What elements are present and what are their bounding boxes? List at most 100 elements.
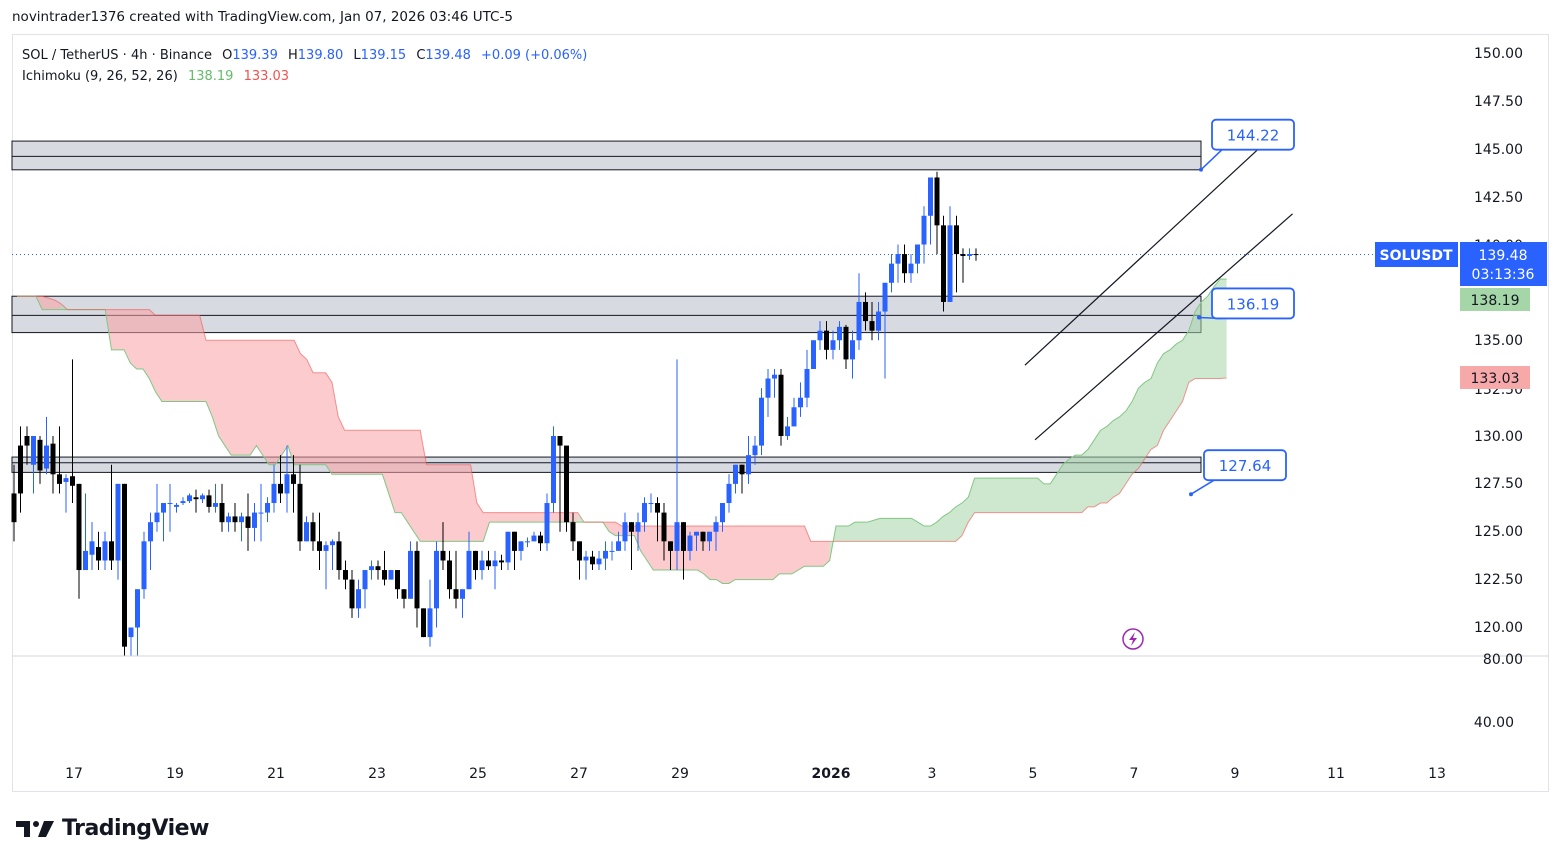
candle-body [707, 531, 712, 542]
candle-body [226, 516, 231, 523]
x-tick-label: 29 [671, 766, 689, 782]
candle-body [746, 455, 751, 475]
legend-high-value: 139.80 [297, 48, 344, 63]
candle-body [895, 254, 901, 264]
candle-body [369, 566, 374, 571]
candle-body [336, 541, 342, 571]
candle-body [596, 558, 602, 565]
candle-body [304, 522, 309, 542]
candle-body [863, 301, 868, 322]
candle-body [733, 464, 738, 484]
candle-body [135, 589, 140, 628]
candle-body [674, 522, 680, 551]
candle-body [765, 378, 771, 398]
callout-label-2: 127.64 [1219, 457, 1272, 475]
candle-body [648, 503, 654, 505]
candle-body [817, 330, 823, 341]
chart-caption: novintrader1376 created with TradingView… [12, 9, 513, 25]
legend-indicator-span-b: 133.03 [243, 69, 290, 84]
candle-body [661, 512, 667, 542]
tradingview-logo[interactable]: TradingView [16, 816, 209, 841]
x-tick-label: 23 [368, 766, 386, 782]
legend-symbol[interactable]: SOL / TetherUS · 4h · Binance [22, 48, 212, 63]
chart-frame [12, 34, 1549, 792]
candle-body [577, 541, 582, 561]
span-b-tag-bg [1460, 366, 1530, 389]
candle-body [512, 531, 517, 551]
callout-leader-0 [1200, 149, 1223, 171]
resistance-zone-1 [11, 295, 1202, 334]
callout-leader-2 [1190, 479, 1215, 495]
bear-cloud-segment-1 [35, 296, 62, 310]
candle-body [570, 522, 576, 542]
legend-indicator-name[interactable]: Ichimoku (9, 26, 52, 26) [22, 69, 178, 84]
candle-body [206, 495, 212, 507]
callout-box-1 [1211, 287, 1295, 320]
candle-body [850, 340, 855, 360]
candle-body [70, 476, 75, 486]
callout-anchor-2 [1189, 492, 1193, 497]
candle-body [466, 550, 472, 590]
candle-body [102, 541, 108, 561]
candle-body [252, 512, 257, 528]
bull-cloud-segment-2 [61, 303, 106, 310]
last-price-tag-bg [1460, 242, 1547, 286]
candle-body [947, 225, 953, 302]
candle-body [258, 512, 264, 514]
candle-body [778, 374, 784, 436]
y-tick-label: 125.00 [1474, 524, 1523, 540]
span-a-tag-label: 138.19 [1471, 293, 1520, 309]
channel-upper-line [1024, 142, 1266, 366]
x-tick-label: 9 [1231, 766, 1240, 782]
candle-body [291, 474, 296, 484]
candle-body [752, 445, 758, 456]
candle-body [447, 560, 452, 590]
candle-body [804, 368, 810, 398]
candle-body [531, 535, 537, 542]
candle-body [109, 541, 114, 561]
candle-body [798, 397, 803, 408]
legend-indicator-row: Ichimoku (9, 26, 52, 26) 138.19 133.03 [22, 66, 587, 87]
candle-body [408, 550, 413, 599]
candle-body [219, 503, 225, 523]
candle-body [83, 550, 88, 571]
candle-body [96, 547, 101, 561]
bear-cloud-segment-5 [602, 522, 830, 584]
candle-body [830, 340, 836, 350]
candle-body [941, 225, 946, 302]
candle-body [824, 330, 829, 350]
candle-body [382, 570, 387, 580]
candle-body [544, 503, 550, 544]
candle-body [882, 282, 888, 312]
candle-body [616, 541, 621, 551]
x-tick-label: 2026 [812, 766, 851, 782]
candle-body [889, 263, 894, 283]
legend-change: +0.09 (+0.06%) [481, 48, 588, 63]
y-tick-label: 120.00 [1474, 620, 1523, 636]
span-a-tag-bg [1460, 288, 1530, 311]
bull-cloud-segment-6 [829, 278, 1227, 561]
candle-body [928, 177, 933, 216]
chart-legend: SOL / TetherUS · 4h · Binance O139.39 H1… [22, 45, 587, 87]
candle-body [11, 493, 17, 523]
candle-body [284, 474, 290, 494]
candle-body [460, 589, 465, 599]
candle-body [720, 503, 725, 523]
callout-anchor-0 [1199, 167, 1203, 172]
candle-body [954, 225, 959, 255]
legend-close-label: C [416, 48, 426, 63]
candle-body [837, 326, 842, 341]
candle-body [148, 522, 153, 542]
candle-body [213, 503, 218, 507]
candle-body [785, 426, 790, 436]
candle-body [37, 439, 43, 471]
candle-body [772, 374, 777, 379]
legend-symbol-row: SOL / TetherUS · 4h · Binance O139.39 H1… [22, 45, 587, 66]
candle-body [668, 541, 673, 551]
y-tick-label: 80.00 [1483, 652, 1523, 668]
candle-body [856, 301, 862, 341]
candle-body [739, 464, 745, 475]
bull-cloud-segment-4 [577, 512, 603, 523]
candle-body [908, 263, 914, 274]
